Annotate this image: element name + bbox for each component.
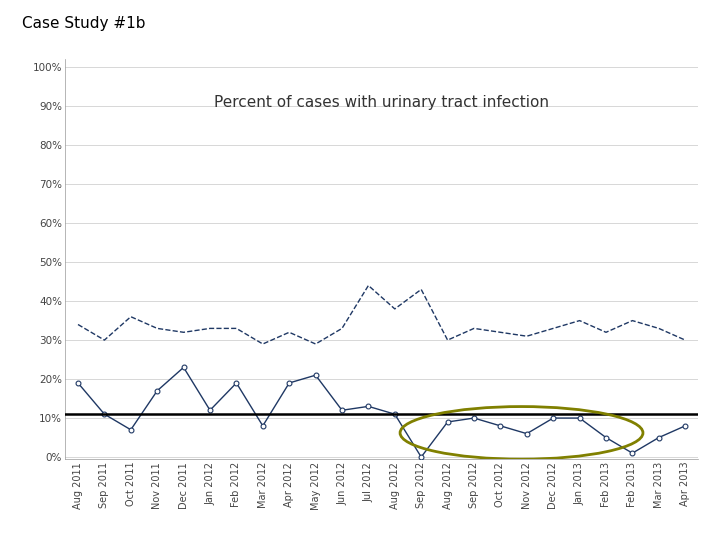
Text: Case Study #1b: Case Study #1b (22, 16, 145, 31)
Text: Percent of cases with urinary tract infection: Percent of cases with urinary tract infe… (214, 96, 549, 110)
